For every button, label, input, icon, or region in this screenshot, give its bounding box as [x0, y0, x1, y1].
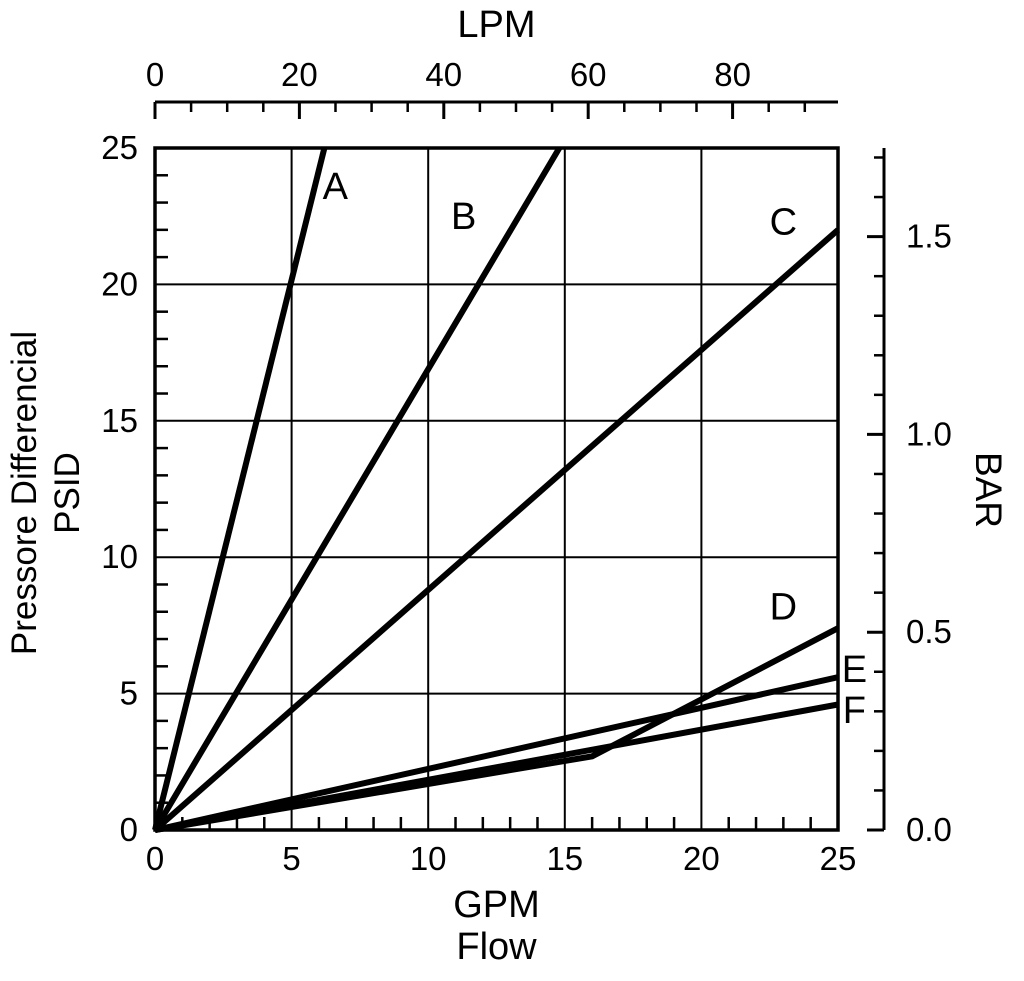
top-axis-title: LPM: [457, 4, 536, 46]
y-axis-tick-label: 20: [101, 265, 138, 302]
x-axis-tick-label: 20: [683, 840, 720, 877]
series-group: A B C D EF: [152, 146, 867, 833]
right-axis-tick-labels: 0.0 0.5 1.0 1.5: [906, 218, 952, 848]
series-F-line: [154, 701, 839, 833]
series-C-line: [153, 227, 840, 833]
plot-frame: [153, 146, 840, 832]
right-axis-ruler: [867, 148, 886, 832]
right-axis-tick-label: 1.0: [906, 415, 952, 452]
x-axis-title: GPM: [453, 884, 540, 926]
x-axis-tick-label: 15: [546, 840, 583, 877]
top-axis-ruler: [153, 100, 838, 119]
x-axis-tick-labels: 0 5 10 15 20 25: [146, 840, 857, 877]
top-axis-tick-label: 40: [425, 56, 462, 93]
top-axis-tick-labels: 0 20 40 60 80: [146, 56, 751, 93]
series-D-label: D: [770, 586, 797, 628]
x-axis-tick-label: 25: [820, 840, 857, 877]
series-F-label: F: [843, 690, 866, 732]
x-axis-tick-label: 0: [146, 840, 164, 877]
y-axis-tick-label: 0: [120, 811, 138, 848]
y-axis-tick-label: 5: [120, 675, 138, 712]
plot-minor-ticks: [155, 174, 812, 830]
top-axis-tick-label: 80: [714, 56, 751, 93]
x-axis-subtitle: Flow: [456, 926, 537, 968]
right-axis-tick-label: 1.5: [906, 218, 952, 255]
right-axis-tick-label: 0.0: [906, 811, 952, 848]
series-B-label: B: [451, 196, 476, 238]
series-B-line: [152, 146, 562, 832]
y-axis-title: Pressore Differencial PSID: [3, 243, 91, 743]
right-axis-tick-label: 0.5: [906, 613, 952, 650]
grid-lines: [155, 148, 838, 830]
y-axis-title-line1: Pressore Differencial: [5, 330, 44, 656]
series-C-label: C: [770, 202, 797, 244]
top-axis-tick-label: 0: [146, 56, 164, 93]
y-axis-tick-labels: 0 5 10 15 20 25: [101, 129, 138, 848]
series-A-label: A: [323, 166, 349, 208]
y-axis-title-line2: PSID: [48, 452, 87, 534]
top-axis-tick-label: 20: [281, 56, 318, 93]
y-axis-tick-label: 25: [101, 129, 138, 166]
y-axis-tick-label: 10: [101, 538, 138, 575]
x-axis-tick-label: 10: [410, 840, 447, 877]
series-E-label: E: [842, 649, 867, 691]
y-axis-tick-label: 15: [101, 402, 138, 439]
series-E-line: [154, 674, 839, 833]
x-axis-tick-label: 5: [282, 840, 300, 877]
top-axis-tick-label: 60: [570, 56, 607, 93]
right-axis-title: BAR: [968, 451, 1009, 529]
series-A-line: [152, 147, 328, 831]
